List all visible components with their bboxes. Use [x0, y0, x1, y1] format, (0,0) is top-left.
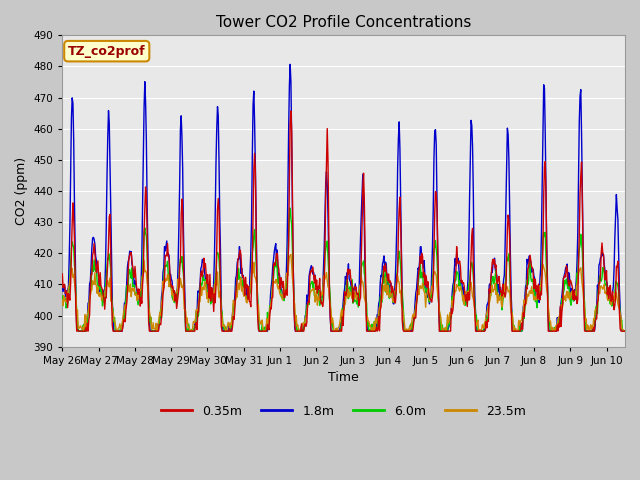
X-axis label: Time: Time [328, 372, 359, 384]
Y-axis label: CO2 (ppm): CO2 (ppm) [15, 157, 28, 225]
Title: Tower CO2 Profile Concentrations: Tower CO2 Profile Concentrations [216, 15, 471, 30]
Text: TZ_co2prof: TZ_co2prof [68, 45, 145, 58]
Legend: 0.35m, 1.8m, 6.0m, 23.5m: 0.35m, 1.8m, 6.0m, 23.5m [156, 400, 531, 423]
